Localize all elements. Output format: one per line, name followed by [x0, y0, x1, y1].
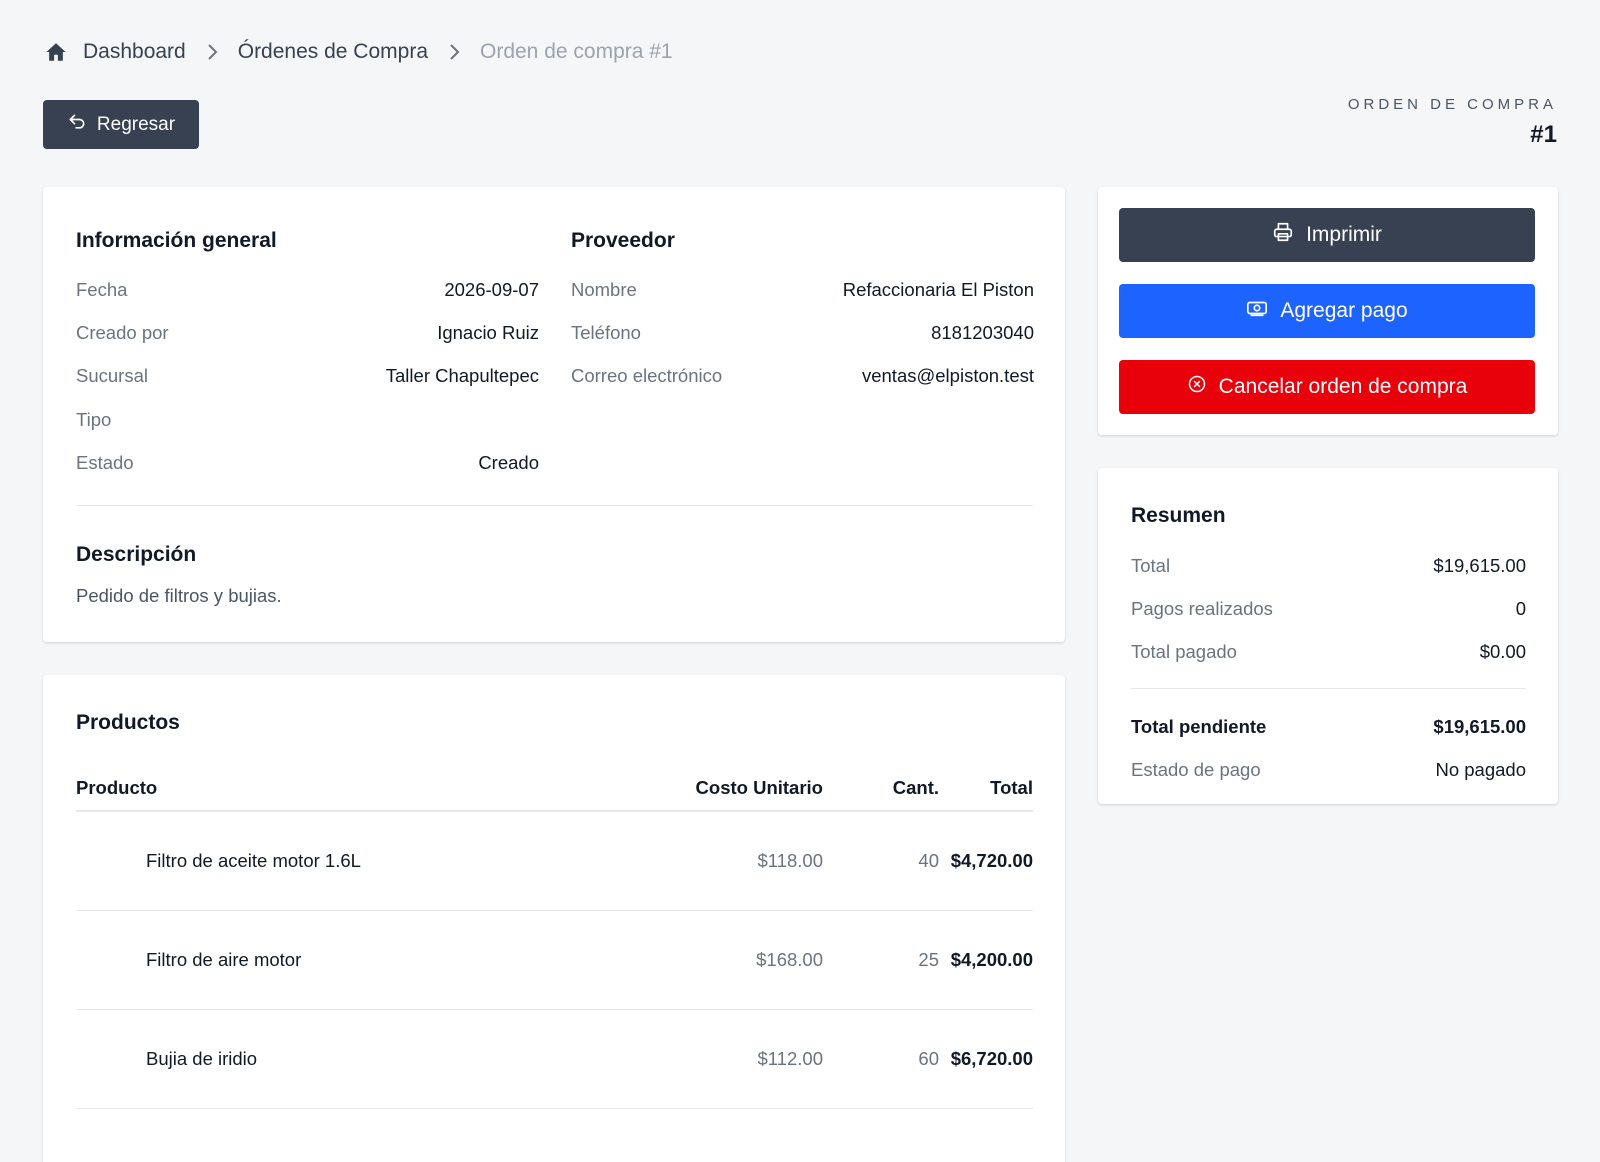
description-text: Pedido de filtros y bujias. [76, 585, 282, 606]
back-button-label: Regresar [96, 113, 176, 135]
product-qty: 25 [918, 949, 939, 970]
breadcrumb-orders-link[interactable]: Órdenes de Compra [237, 40, 428, 63]
info-row-branch: Sucursal Taller Chapultepec [76, 355, 539, 398]
summary-row-pending: Total pendiente $19,615.00 [1131, 705, 1526, 748]
summary-label: Estado de pago [1131, 758, 1261, 780]
summary-label: Total [1131, 554, 1171, 576]
table-row: Bujia de iridio $112.00 60 $6,720.00 [76, 1010, 1033, 1109]
cancel-order-button[interactable]: Cancelar orden de compra [1119, 360, 1535, 414]
product-name: Filtro de aire motor [146, 949, 302, 970]
print-button[interactable]: Imprimir [1119, 208, 1535, 262]
product-unit-cost: $168.00 [756, 949, 823, 970]
supplier-row-phone: Teléfono 8181203040 [571, 311, 1034, 354]
summary-value: $19,615.00 [1433, 554, 1526, 576]
product-unit-cost: $112.00 [757, 1048, 824, 1069]
table-row: Filtro de aire motor $168.00 25 $4,200.0… [76, 911, 1033, 1010]
order-number: #1 [1530, 121, 1557, 148]
supplier-row-name: Nombre Refaccionaria El Piston [571, 268, 1034, 311]
home-icon[interactable] [45, 41, 67, 63]
info-value: Ignacio Ruiz [437, 321, 539, 343]
general-info-card: Información general Fecha 2026-09-07 Cre… [43, 187, 1065, 642]
general-info-title: Información general [76, 228, 277, 252]
column-header-total: Total [990, 776, 1033, 798]
info-label: Fecha [76, 278, 128, 300]
supplier-label: Correo electrónico [571, 365, 723, 387]
table-header: Producto Costo Unitario Cant. Total [76, 765, 1033, 812]
info-value: Taller Chapultepec [385, 365, 539, 387]
product-total: $6,720.00 [950, 1048, 1033, 1069]
add-payment-button-label: Agregar pago [1280, 299, 1408, 322]
summary-row-payments: Pagos realizados 0 [1131, 587, 1526, 630]
info-value: Creado [478, 451, 539, 473]
info-row-type: Tipo [76, 398, 539, 441]
back-button[interactable]: Regresar [43, 100, 199, 149]
summary-list: Total $19,615.00 Pagos realizados 0 Tota… [1131, 544, 1526, 791]
summary-card: Resumen Total $19,615.00 Pagos realizado… [1098, 468, 1558, 804]
product-qty: 60 [918, 1048, 939, 1069]
chevron-right-icon [448, 43, 460, 61]
info-row-created-by: Creado por Ignacio Ruiz [76, 311, 539, 354]
description-title: Descripción [76, 543, 197, 566]
column-header-product: Producto [76, 776, 158, 798]
actions-card: Imprimir Agregar pago Cancelar orden de … [1098, 187, 1558, 435]
breadcrumb-dashboard-link[interactable]: Dashboard [83, 40, 186, 63]
products-table: Producto Costo Unitario Cant. Total Filt… [76, 765, 1033, 1109]
product-name: Bujia de iridio [146, 1048, 258, 1069]
info-row-date: Fecha 2026-09-07 [76, 268, 539, 311]
products-title: Productos [76, 711, 180, 734]
divider [1131, 687, 1526, 689]
breadcrumb: Dashboard Órdenes de Compra Orden de com… [45, 36, 673, 68]
add-payment-button[interactable]: Agregar pago [1119, 284, 1535, 338]
summary-value: No pagado [1435, 758, 1526, 780]
summary-value: 0 [1515, 597, 1526, 619]
product-name: Filtro de aceite motor 1.6L [146, 850, 361, 871]
supplier-label: Teléfono [571, 321, 641, 343]
info-label: Sucursal [76, 365, 148, 387]
column-header-unit-cost: Costo Unitario [695, 776, 823, 798]
supplier-value: ventas@elpiston.test [861, 365, 1034, 387]
divider [76, 505, 1033, 506]
product-total: $4,200.00 [950, 949, 1033, 970]
summary-value: $19,615.00 [1433, 715, 1526, 737]
product-unit-cost: $118.00 [757, 850, 824, 871]
order-header: ORDEN DE COMPRA #1 [1348, 96, 1557, 149]
supplier-row-email: Correo electrónico ventas@elpiston.test [571, 355, 1034, 398]
products-card: Productos Producto Costo Unitario Cant. … [43, 675, 1065, 1162]
supplier-section: Proveedor Nombre Refaccionaria El Piston… [571, 223, 1034, 398]
summary-row-total: Total $19,615.00 [1131, 544, 1526, 587]
column-header-qty: Cant. [892, 776, 939, 798]
chevron-right-icon [206, 43, 218, 61]
table-row: Filtro de aceite motor 1.6L $118.00 40 $… [76, 812, 1033, 911]
general-info-section: Información general Fecha 2026-09-07 Cre… [76, 223, 539, 484]
summary-label: Pagos realizados [1131, 597, 1273, 619]
order-header-label: ORDEN DE COMPRA [1347, 96, 1557, 113]
info-value: 2026-09-07 [444, 278, 539, 300]
product-qty: 40 [918, 850, 939, 871]
supplier-value: 8181203040 [931, 321, 1034, 343]
info-label: Creado por [76, 321, 169, 343]
supplier-title: Proveedor [571, 228, 675, 252]
summary-title: Resumen [1131, 504, 1226, 527]
summary-label: Total pagado [1131, 641, 1237, 663]
supplier-label: Nombre [571, 278, 637, 300]
summary-label: Total pendiente [1131, 715, 1267, 737]
summary-row-paid: Total pagado $0.00 [1131, 631, 1526, 674]
undo-arrow-icon [67, 112, 87, 138]
info-row-status: Estado Creado [76, 441, 539, 484]
print-button-label: Imprimir [1306, 223, 1382, 246]
supplier-value: Refaccionaria El Piston [842, 278, 1034, 300]
x-circle-icon [1187, 374, 1207, 400]
breadcrumb-current: Orden de compra #1 [480, 40, 673, 63]
summary-row-payment-status: Estado de pago No pagado [1131, 748, 1526, 791]
cash-icon [1246, 297, 1268, 325]
summary-value: $0.00 [1479, 641, 1526, 663]
info-label: Estado [76, 451, 134, 473]
product-total: $4,720.00 [950, 850, 1033, 871]
printer-icon [1272, 221, 1294, 249]
info-label: Tipo [76, 408, 112, 430]
cancel-order-button-label: Cancelar orden de compra [1218, 375, 1468, 398]
